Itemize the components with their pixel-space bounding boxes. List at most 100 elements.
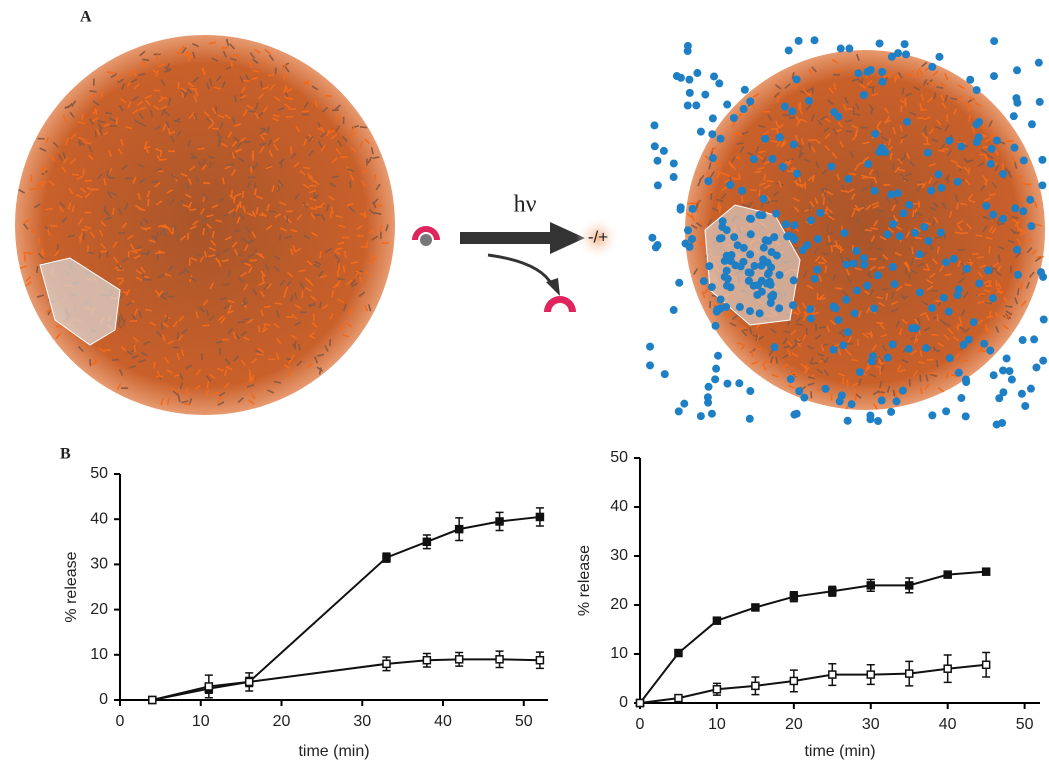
lipid: [693, 199, 700, 206]
lipid: [213, 86, 221, 90]
ion: [889, 220, 898, 229]
lipid: [215, 219, 223, 223]
lipid: [876, 296, 884, 300]
lipid: [260, 270, 266, 278]
lipid: [920, 94, 925, 102]
lipid: [155, 200, 163, 206]
lipid: [1015, 252, 1022, 259]
lipid: [880, 136, 888, 141]
lipid: [780, 139, 787, 147]
lipid: [964, 178, 971, 186]
ion: [961, 412, 970, 421]
lipid: [113, 256, 119, 264]
lipid: [290, 354, 295, 362]
lipid: [229, 57, 238, 62]
lipid: [913, 318, 920, 325]
lipid: [176, 332, 180, 340]
lipid: [924, 116, 932, 121]
lipid: [162, 124, 167, 132]
ion: [890, 280, 899, 289]
lipid: [791, 352, 799, 358]
ion: [860, 260, 869, 269]
ion: [736, 262, 745, 271]
lipid: [37, 183, 40, 191]
lipid: [727, 161, 734, 168]
lipid: [984, 154, 990, 162]
ion: [1007, 375, 1016, 384]
lipid: [717, 202, 721, 210]
lipid: [137, 192, 141, 200]
lipid: [334, 253, 340, 261]
lipid: [919, 102, 923, 111]
lipid: [92, 100, 100, 106]
lipid: [240, 359, 247, 367]
lipid: [162, 322, 169, 328]
lipid: [208, 315, 215, 322]
lipid: [121, 164, 129, 170]
lipid: [827, 235, 831, 243]
lipid: [221, 142, 228, 148]
lipid: [142, 217, 149, 224]
lipid: [127, 250, 130, 258]
lipid: [770, 139, 778, 144]
ion: [922, 344, 931, 353]
marker: [751, 603, 760, 612]
lipid: [110, 73, 118, 79]
lipid: [876, 120, 882, 128]
lipid: [260, 80, 263, 88]
ion: [870, 304, 879, 313]
ion: [674, 407, 683, 416]
lipid: [807, 175, 815, 182]
x-tick-label: 10: [708, 716, 726, 733]
ion: [878, 77, 887, 86]
lipid: [316, 353, 325, 357]
lipid: [732, 314, 739, 320]
lipid: [88, 145, 93, 153]
lipid: [840, 189, 848, 193]
lipid: [777, 123, 785, 130]
lipid: [350, 126, 355, 134]
y-tick-label: 0: [99, 691, 108, 708]
lipid: [71, 205, 75, 213]
lipid: [988, 120, 993, 128]
lipid: [59, 201, 66, 208]
lipid: [977, 161, 985, 167]
lipid: [80, 228, 89, 232]
lipid: [132, 176, 137, 184]
lipid: [803, 158, 811, 163]
lipid: [139, 106, 147, 111]
lipid: [790, 329, 797, 336]
lipid: [108, 176, 116, 179]
lipid: [259, 146, 265, 154]
lipid: [716, 171, 722, 179]
ion: [892, 397, 901, 406]
lipid: [302, 166, 311, 170]
lipid: [985, 236, 993, 240]
lipid: [157, 63, 165, 68]
lipid: [154, 181, 161, 188]
ion: [854, 69, 863, 78]
lipid: [977, 292, 985, 297]
lipid: [187, 82, 194, 88]
lipid: [79, 187, 87, 194]
lipid: [217, 114, 225, 119]
lipid: [69, 158, 76, 165]
lipid: [920, 61, 928, 68]
light-label: hν: [514, 192, 537, 218]
lipid: [215, 340, 223, 344]
ion: [711, 375, 720, 384]
lipid: [119, 292, 124, 300]
lipid: [117, 148, 123, 155]
lipid: [941, 102, 947, 110]
ion: [701, 90, 710, 99]
lipid: [99, 242, 106, 250]
lipid: [1036, 255, 1044, 259]
lipid: [826, 325, 831, 333]
ion: [740, 85, 749, 94]
lipid: [202, 324, 210, 327]
lipid: [888, 71, 894, 79]
lipid: [240, 271, 248, 278]
lipid: [809, 357, 814, 365]
lipid: [772, 191, 780, 197]
lipid: [344, 251, 347, 259]
